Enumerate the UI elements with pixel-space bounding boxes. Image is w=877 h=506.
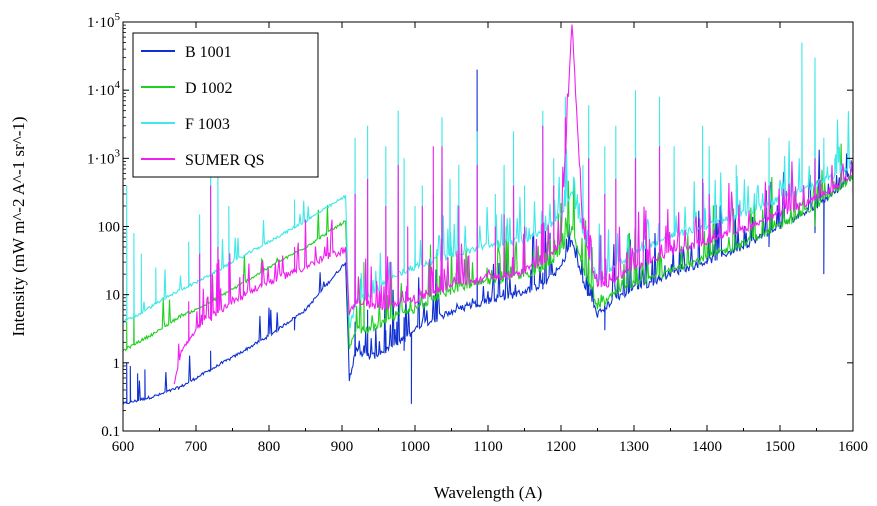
y-axis-title: Intensity (mW m^-2 A^-1 sr^-1) [9,116,28,336]
x-tick-label: 1200 [546,439,576,455]
x-axis-title: Wavelength (A) [434,483,543,502]
y-tick-label: 100 [98,220,121,236]
x-tick-label: 700 [185,439,208,455]
legend-label: SUMER QS [185,152,265,169]
series-line [173,24,853,385]
series-line [123,69,853,405]
series-d-1002 [123,143,853,352]
legend-label: F 1003 [185,116,230,133]
legend-box [132,32,319,178]
y-tick-label: 1 [113,356,121,372]
series-line [123,143,853,352]
legend: B 1001 D 1002 F 1003 SUMER QS [132,32,319,178]
y-tick-label: 1·104 [87,79,121,99]
x-tick-label: 1100 [473,439,502,455]
x-tick-label: 1300 [619,439,649,455]
x-tick-label: 1600 [838,439,868,455]
series-b-1001 [123,69,853,405]
y-axis: 0.1 1 10 100 1·103 1·104 1·105 [87,11,853,440]
series-sumer-qs [173,24,853,385]
y-tick-label: 1·105 [87,11,121,31]
legend-label: B 1001 [185,44,232,61]
series-layer [123,24,853,405]
x-axis: 600 700 800 900 1000 1100 1200 1300 1400 1500 1600 [112,22,868,455]
x-tick-label: 1500 [765,439,795,455]
x-tick-label: 600 [112,439,135,455]
x-tick-label: 1400 [692,439,722,455]
y-tick-label: 1·103 [87,147,121,167]
y-tick-label: 0.1 [101,424,120,440]
y-tick-label: 10 [105,288,120,304]
legend-label: D 1002 [185,80,233,97]
x-tick-label: 800 [258,439,281,455]
x-tick-label: 1000 [400,439,430,455]
x-tick-label: 900 [331,439,354,455]
